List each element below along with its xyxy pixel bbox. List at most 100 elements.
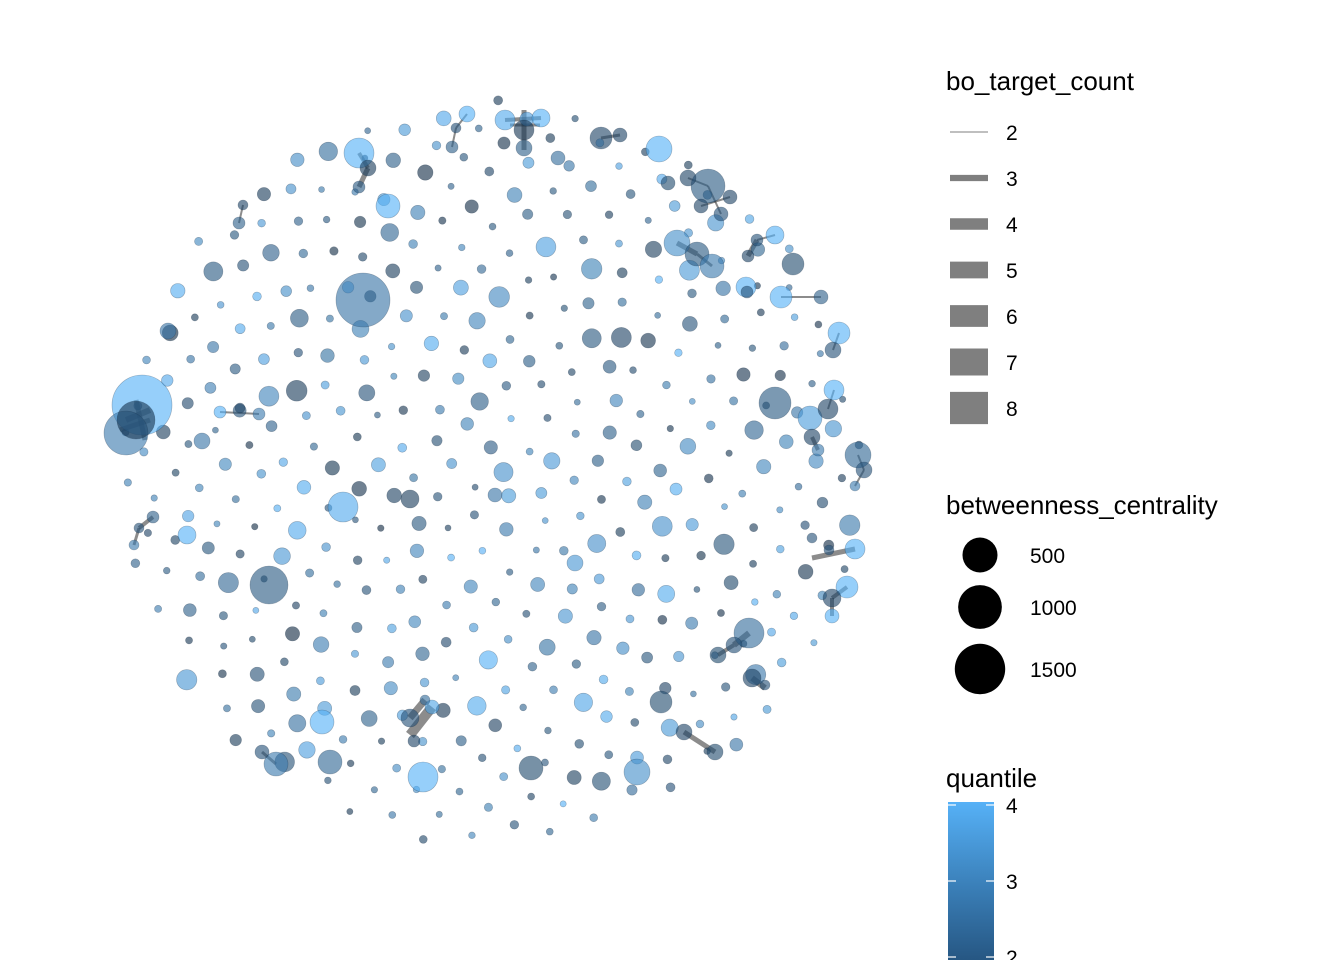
network-node <box>824 341 842 359</box>
network-node <box>324 460 340 476</box>
network-node <box>706 420 716 431</box>
colorbar-tick-label: 4 <box>1006 795 1018 818</box>
network-node <box>604 210 614 219</box>
network-node <box>435 810 443 818</box>
network-node <box>409 473 418 483</box>
network-node <box>195 571 206 582</box>
network-node <box>252 291 262 302</box>
network-node <box>545 133 556 143</box>
network-node <box>346 808 354 815</box>
network-node <box>567 368 576 376</box>
network-node <box>630 439 643 452</box>
network-node <box>560 304 568 312</box>
network-node <box>730 713 738 721</box>
network-node <box>657 585 676 603</box>
network-node <box>471 483 479 491</box>
network-node <box>383 681 398 696</box>
network-node <box>410 280 424 294</box>
network-node <box>474 124 483 133</box>
legend-edge-label: 7 <box>1006 352 1018 375</box>
network-node <box>806 532 818 544</box>
network-node <box>352 516 359 524</box>
network-node <box>459 345 470 355</box>
network-node <box>706 743 724 761</box>
network-node <box>562 209 572 220</box>
network-node <box>267 729 276 738</box>
network-node <box>458 105 476 123</box>
network-node <box>286 686 302 702</box>
network-node <box>434 264 442 272</box>
network-node <box>587 534 607 553</box>
network-node <box>505 335 515 344</box>
network-node <box>438 216 447 225</box>
network-node <box>410 204 426 220</box>
network-node <box>748 344 757 352</box>
network-node <box>285 626 300 642</box>
network-node <box>649 690 673 714</box>
network-node <box>589 813 598 823</box>
network-node <box>478 753 487 763</box>
network-node <box>611 327 632 348</box>
network-node <box>581 328 602 349</box>
legend-edge-label: 5 <box>1006 260 1018 283</box>
network-node <box>823 544 835 556</box>
network-node <box>186 354 195 364</box>
network-node <box>256 469 267 479</box>
network-node <box>817 398 839 420</box>
network-node <box>249 565 289 605</box>
network-node <box>675 723 693 741</box>
network-node <box>464 199 479 214</box>
network-node <box>810 639 818 647</box>
network-node <box>358 384 376 402</box>
network-node <box>265 420 278 432</box>
legend-title-node-size: betweenness_centrality <box>946 490 1218 520</box>
network-node <box>325 314 334 323</box>
network-node <box>298 248 309 259</box>
network-node <box>435 404 445 415</box>
network-node <box>235 549 245 559</box>
network-node <box>252 407 266 421</box>
network-node <box>146 510 160 524</box>
network-node <box>566 583 578 595</box>
network-node <box>715 280 731 296</box>
network-node <box>278 457 288 467</box>
colorbar-tick-label: 2 <box>1006 947 1018 960</box>
network-node <box>503 635 513 644</box>
network-node <box>741 249 755 263</box>
network-node <box>431 140 442 151</box>
network-node <box>360 710 378 727</box>
network-node <box>395 584 406 594</box>
network-node <box>794 482 803 491</box>
network-node <box>499 522 514 537</box>
network-node <box>293 216 304 226</box>
network-node <box>183 603 197 617</box>
network-node <box>688 398 696 405</box>
network-node <box>532 546 540 554</box>
network-node <box>593 573 605 585</box>
network-node <box>808 379 816 388</box>
network-node <box>574 739 585 749</box>
network-node <box>527 792 535 801</box>
network-node <box>455 735 467 747</box>
network-node <box>849 480 861 492</box>
network-node <box>309 709 335 735</box>
network-node <box>800 520 810 530</box>
network-node <box>591 454 604 467</box>
network-node <box>435 110 452 127</box>
network-node <box>685 616 699 630</box>
network-node <box>324 776 332 785</box>
network-node <box>318 141 338 162</box>
network-node <box>364 127 372 135</box>
network-node <box>543 413 552 422</box>
network-node <box>535 487 548 499</box>
network-node <box>483 802 493 812</box>
network-node <box>751 598 759 606</box>
network-node <box>779 341 789 351</box>
network-node <box>493 462 514 483</box>
network-node <box>245 441 254 450</box>
network-node <box>467 696 487 716</box>
network-node <box>527 661 538 672</box>
network-node <box>234 323 246 335</box>
network-node <box>181 397 194 410</box>
